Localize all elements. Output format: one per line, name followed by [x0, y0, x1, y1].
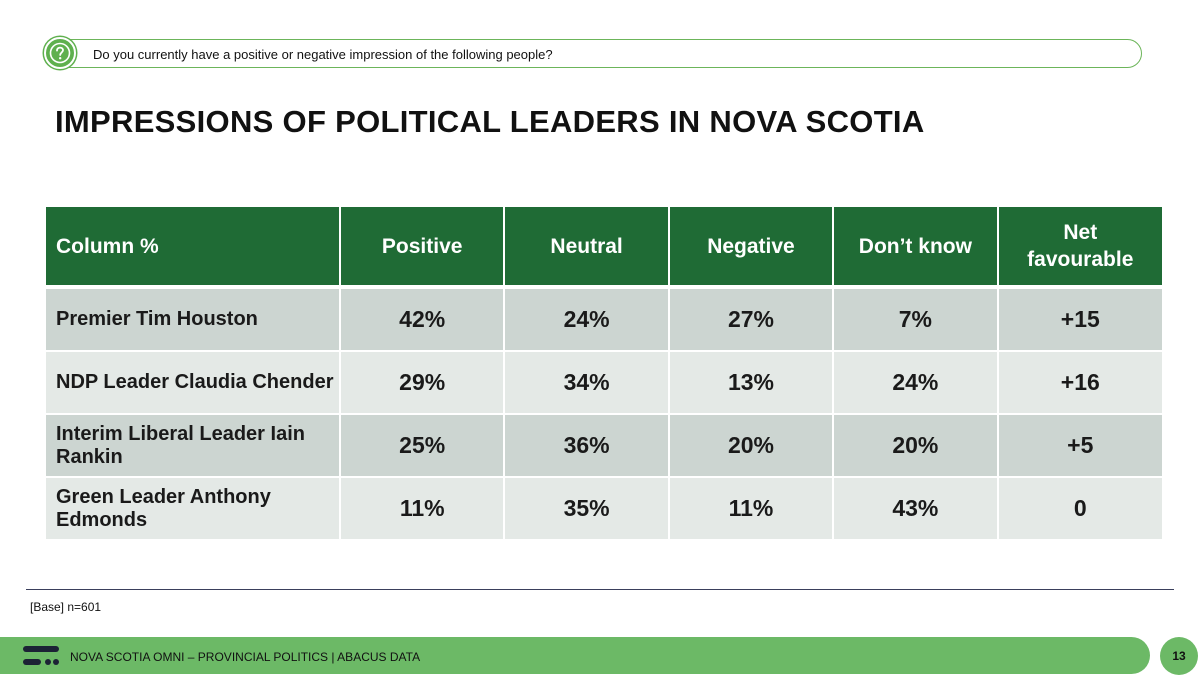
row-label: Green Leader Anthony Edmonds: [46, 477, 341, 541]
base-note: [Base] n=601: [30, 600, 102, 614]
column-header: Positive: [340, 207, 506, 289]
table-cell: 11%: [340, 477, 506, 541]
column-header: Neutral: [504, 207, 670, 289]
footer-text: NOVA SCOTIA OMNI – PROVINCIAL POLITICS |…: [70, 650, 421, 664]
table-cell: 42%: [340, 287, 506, 352]
table-cell: +15: [997, 287, 1162, 352]
footer-band: [0, 637, 1150, 674]
results-table: Column % Positive Neutral Negative Don’t…: [46, 207, 1162, 541]
column-header: Column %: [46, 207, 341, 289]
table-cell: 43%: [833, 477, 999, 541]
row-label: Interim Liberal Leader Iain Rankin: [46, 414, 341, 478]
table-cell: 11%: [668, 477, 835, 541]
table-cell: 27%: [668, 287, 835, 352]
table-cell: 34%: [504, 351, 670, 415]
table-cell: 7%: [833, 287, 999, 352]
table-cell: 25%: [340, 414, 506, 478]
table-cell: 24%: [833, 351, 999, 415]
abacus-logo-icon: [22, 645, 60, 667]
question-text: Do you currently have a positive or nega…: [93, 47, 553, 62]
row-label: NDP Leader Claudia Chender: [46, 351, 341, 415]
table-cell: 36%: [504, 414, 670, 478]
table-cell: 0: [997, 477, 1162, 541]
question-icon: [44, 37, 76, 69]
table-cell: 20%: [833, 414, 999, 478]
row-label: Premier Tim Houston: [46, 287, 341, 352]
table-row: Green Leader Anthony Edmonds 11% 35% 11%…: [46, 477, 1162, 541]
divider: [26, 589, 1174, 590]
column-header: Negative: [668, 207, 835, 289]
page-title: IMPRESSIONS OF POLITICAL LEADERS IN NOVA…: [55, 104, 925, 139]
table-row: NDP Leader Claudia Chender 29% 34% 13% 2…: [46, 351, 1162, 415]
table-cell: +16: [997, 351, 1162, 415]
column-header: Don’t know: [833, 207, 999, 289]
column-header: Net favourable: [997, 207, 1162, 289]
table-cell: +5: [997, 414, 1162, 478]
table-cell: 29%: [340, 351, 506, 415]
table-row: Interim Liberal Leader Iain Rankin 25% 3…: [46, 414, 1162, 478]
table-cell: 35%: [504, 477, 670, 541]
table-row: Premier Tim Houston 42% 24% 27% 7% +15: [46, 287, 1162, 352]
table-cell: 13%: [668, 351, 835, 415]
page-number: 13: [1160, 637, 1198, 675]
table-cell: 20%: [668, 414, 835, 478]
table-cell: 24%: [504, 287, 670, 352]
